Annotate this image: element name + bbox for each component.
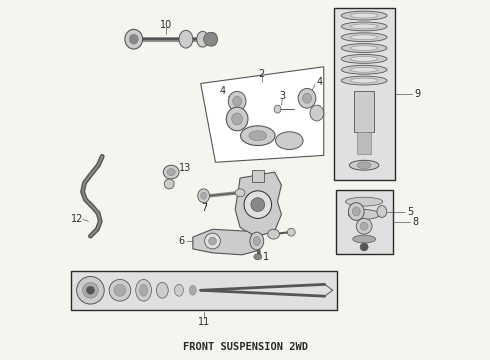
Ellipse shape (167, 169, 175, 176)
Text: 3: 3 (279, 91, 286, 101)
Ellipse shape (109, 279, 131, 301)
Ellipse shape (310, 105, 324, 121)
Ellipse shape (140, 284, 147, 296)
Circle shape (204, 32, 218, 46)
Ellipse shape (114, 284, 126, 296)
Polygon shape (201, 67, 324, 162)
Ellipse shape (76, 276, 104, 304)
Ellipse shape (350, 78, 378, 83)
Ellipse shape (341, 65, 387, 74)
Polygon shape (235, 172, 281, 237)
Text: 8: 8 (413, 217, 418, 227)
Ellipse shape (287, 228, 295, 236)
Bar (336, 190, 392, 254)
Ellipse shape (253, 237, 260, 246)
Ellipse shape (250, 232, 264, 250)
Polygon shape (193, 229, 260, 255)
Ellipse shape (357, 162, 371, 169)
Ellipse shape (350, 57, 378, 61)
Ellipse shape (377, 206, 387, 217)
Ellipse shape (164, 179, 174, 189)
Ellipse shape (350, 24, 378, 29)
Ellipse shape (350, 35, 378, 40)
Text: 7: 7 (202, 203, 208, 212)
Ellipse shape (235, 116, 241, 122)
Ellipse shape (136, 279, 151, 301)
Bar (71, 271, 337, 310)
Ellipse shape (341, 44, 387, 53)
Ellipse shape (341, 11, 387, 20)
Text: 5: 5 (408, 207, 414, 216)
Ellipse shape (345, 197, 383, 206)
Ellipse shape (348, 203, 364, 220)
Bar (357, 132, 371, 154)
Ellipse shape (201, 192, 207, 199)
Ellipse shape (156, 282, 168, 298)
Ellipse shape (254, 254, 262, 260)
Ellipse shape (228, 91, 246, 111)
Text: 2: 2 (259, 69, 265, 79)
Ellipse shape (341, 33, 387, 42)
Circle shape (209, 237, 217, 245)
Ellipse shape (86, 286, 95, 294)
Ellipse shape (235, 189, 245, 197)
Ellipse shape (208, 32, 218, 46)
Circle shape (244, 191, 271, 219)
Text: 1: 1 (263, 252, 269, 262)
Circle shape (251, 198, 265, 212)
Ellipse shape (298, 89, 316, 108)
Ellipse shape (174, 284, 183, 296)
Ellipse shape (197, 31, 209, 47)
Bar (252, 170, 264, 182)
Ellipse shape (232, 113, 243, 125)
Ellipse shape (303, 93, 312, 103)
Text: 12: 12 (71, 215, 83, 224)
Circle shape (360, 243, 368, 251)
Text: 10: 10 (160, 21, 172, 31)
Circle shape (205, 233, 220, 249)
Ellipse shape (226, 107, 248, 131)
Ellipse shape (125, 30, 143, 49)
Ellipse shape (353, 235, 375, 243)
Ellipse shape (350, 46, 378, 50)
Ellipse shape (348, 210, 380, 219)
Ellipse shape (274, 105, 281, 113)
Ellipse shape (341, 76, 387, 85)
Ellipse shape (241, 126, 275, 145)
Ellipse shape (341, 54, 387, 63)
Ellipse shape (82, 282, 98, 298)
Ellipse shape (350, 67, 378, 72)
Ellipse shape (163, 165, 179, 179)
Ellipse shape (233, 96, 242, 106)
Ellipse shape (129, 34, 138, 44)
Ellipse shape (341, 22, 387, 31)
Text: 9: 9 (415, 89, 420, 99)
Ellipse shape (350, 13, 378, 18)
Circle shape (360, 222, 368, 230)
Text: 4: 4 (220, 86, 225, 96)
Ellipse shape (268, 229, 279, 239)
Text: 11: 11 (197, 317, 210, 327)
Ellipse shape (249, 131, 267, 141)
Text: FRONT SUSPENSION 2WD: FRONT SUSPENSION 2WD (182, 342, 308, 352)
Ellipse shape (179, 30, 193, 48)
Text: 4: 4 (317, 77, 323, 86)
Circle shape (356, 219, 372, 234)
Ellipse shape (352, 207, 360, 216)
Ellipse shape (275, 132, 303, 149)
Text: 6: 6 (179, 236, 185, 246)
Ellipse shape (189, 285, 196, 295)
Ellipse shape (198, 189, 210, 203)
Bar (334, 8, 394, 180)
Bar (354, 91, 374, 132)
Ellipse shape (349, 160, 379, 170)
Text: 13: 13 (179, 163, 191, 173)
